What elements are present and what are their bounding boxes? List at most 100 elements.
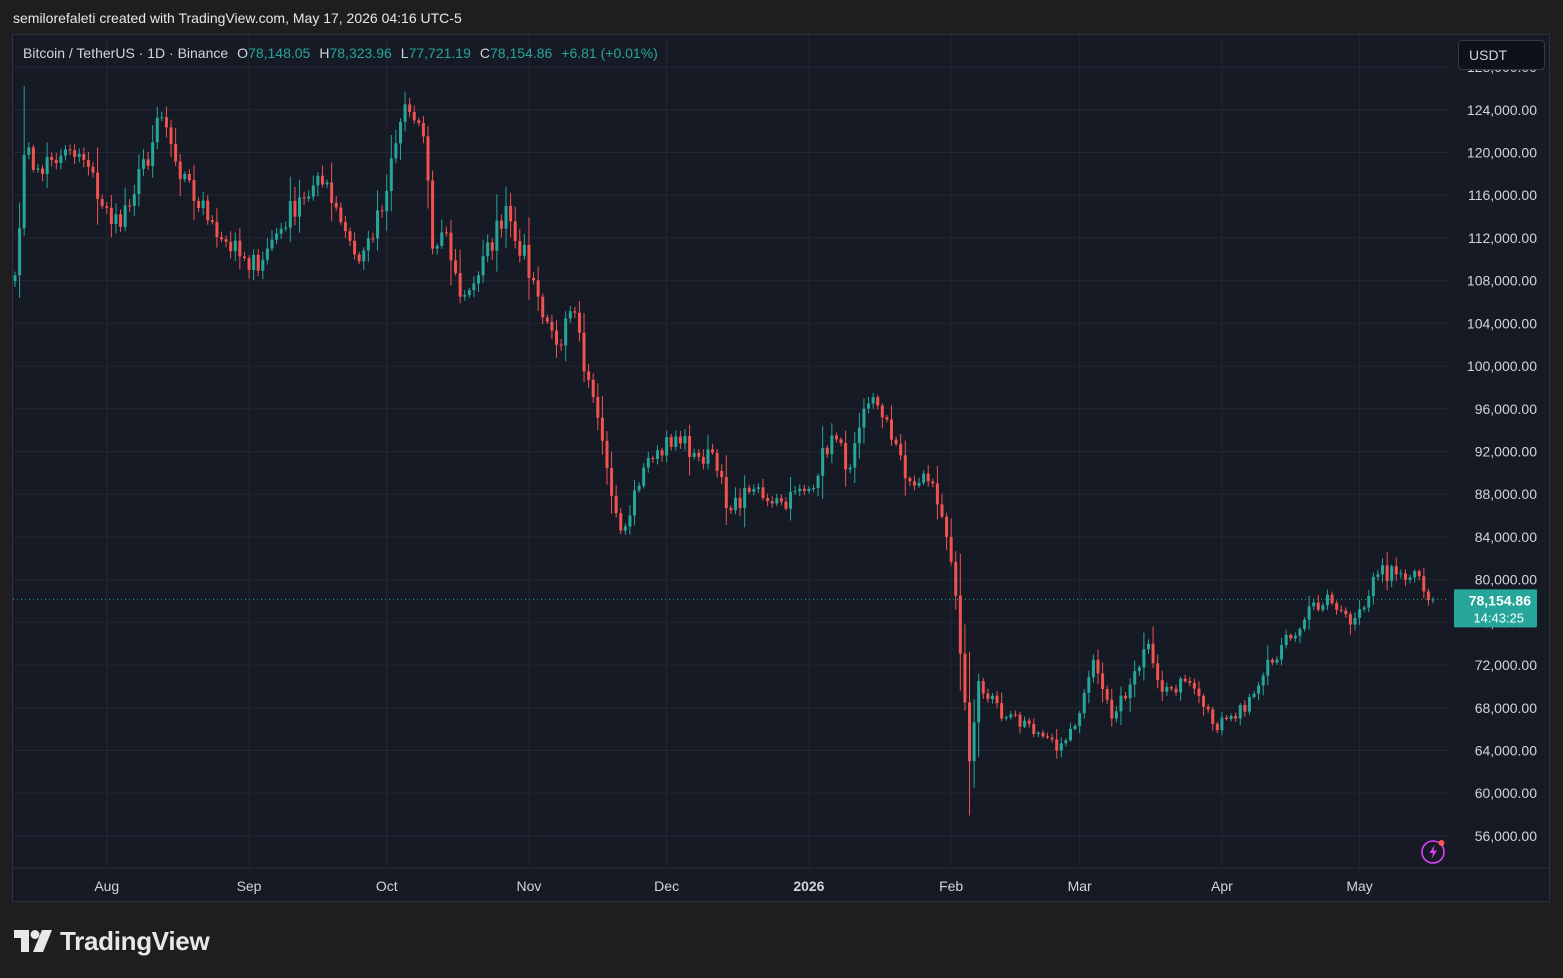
candle: [1032, 718, 1036, 738]
candle-body: [789, 491, 793, 509]
candle: [867, 396, 871, 414]
candle: [917, 477, 921, 488]
candle: [467, 287, 471, 299]
candle: [1376, 570, 1380, 581]
candle-body: [711, 449, 715, 453]
candle: [164, 106, 168, 138]
candle: [811, 484, 815, 493]
candle-body: [105, 206, 109, 208]
candle: [1408, 574, 1412, 584]
candle-body: [426, 136, 430, 181]
candle-body: [302, 197, 306, 199]
candle-body: [903, 455, 907, 479]
candle: [73, 144, 77, 165]
candle: [853, 431, 857, 484]
candle-body: [27, 147, 31, 155]
candle-body: [476, 275, 480, 284]
candle-body: [86, 159, 90, 167]
candle: [830, 423, 834, 464]
candle: [486, 234, 490, 263]
lightning-alert-icon[interactable]: [1420, 838, 1446, 864]
candle-body: [1280, 645, 1284, 660]
candle: [288, 176, 292, 242]
candle-body: [1128, 684, 1132, 699]
candle: [1321, 602, 1325, 613]
candle: [302, 191, 306, 206]
candle-body: [490, 242, 494, 251]
candle: [1293, 632, 1297, 642]
candle: [155, 106, 159, 149]
candle-body: [825, 447, 829, 455]
candle-body: [1091, 659, 1095, 678]
candle: [619, 508, 623, 535]
candle-body: [733, 497, 737, 511]
candle: [775, 493, 779, 507]
x-tick-label: Oct: [376, 878, 398, 894]
close-label: C: [479, 45, 490, 61]
candle: [146, 151, 150, 170]
symbol-description: Bitcoin / TetherUS · 1D · Binance: [23, 45, 229, 61]
candle-body: [96, 172, 100, 200]
x-tick-label: Aug: [94, 878, 119, 894]
candle: [141, 149, 145, 177]
candle: [1335, 600, 1339, 615]
candle: [1399, 569, 1403, 579]
candle-body: [545, 317, 549, 322]
candle-body: [325, 182, 329, 185]
candle-body: [311, 185, 315, 197]
candle: [183, 171, 187, 183]
candle-body: [623, 526, 627, 531]
y-tick-label: 88,000.00: [1475, 486, 1537, 502]
currency-label: USDT: [1469, 47, 1508, 63]
candle: [798, 484, 802, 497]
candle-body: [871, 397, 875, 404]
candle-body: [454, 260, 458, 274]
candle: [1004, 715, 1008, 721]
candle-body: [1215, 723, 1219, 731]
candle: [1220, 711, 1224, 736]
price-axis: 56,000.00 60,000.00 64,000.00 68,000.00 72,0…: [1467, 59, 1537, 844]
candle-body: [504, 205, 508, 229]
candle-body: [320, 175, 324, 185]
candle: [724, 455, 728, 526]
candle: [82, 147, 86, 168]
candle: [908, 476, 912, 486]
candle-body: [1087, 677, 1091, 693]
candle-body: [398, 121, 402, 144]
candle: [793, 485, 797, 495]
y-tick-label: 68,000.00: [1475, 700, 1537, 716]
candle-body: [610, 468, 614, 496]
candle-body: [247, 258, 251, 270]
candle-body: [224, 239, 228, 242]
candle-body: [655, 450, 659, 459]
chart-pane[interactable]: [12, 34, 1550, 902]
candle: [912, 475, 916, 491]
candle: [568, 306, 572, 324]
y-tick-label: 72,000.00: [1475, 657, 1537, 673]
currency-button[interactable]: USDT: [1458, 40, 1545, 70]
candle-body: [619, 513, 623, 531]
candle: [990, 692, 994, 704]
candle: [968, 651, 972, 816]
candle-body: [197, 200, 201, 209]
candle-body: [720, 470, 724, 478]
candle-body: [885, 417, 889, 420]
candle-body: [715, 452, 719, 471]
candle-body: [1417, 571, 1421, 577]
candle: [752, 484, 756, 496]
candle-body: [316, 175, 320, 186]
candle: [1344, 607, 1348, 618]
candle: [1247, 693, 1251, 715]
candle: [59, 148, 63, 170]
candle-body: [747, 487, 751, 492]
candle-body: [816, 475, 820, 489]
candle-body: [1220, 717, 1224, 731]
candle-body: [353, 240, 357, 255]
candle-body: [830, 435, 834, 455]
candle: [940, 493, 944, 519]
candle: [958, 553, 962, 691]
candle-body: [532, 277, 536, 281]
candle: [1280, 637, 1284, 666]
tradingview-logo[interactable]: TradingView: [14, 925, 210, 957]
